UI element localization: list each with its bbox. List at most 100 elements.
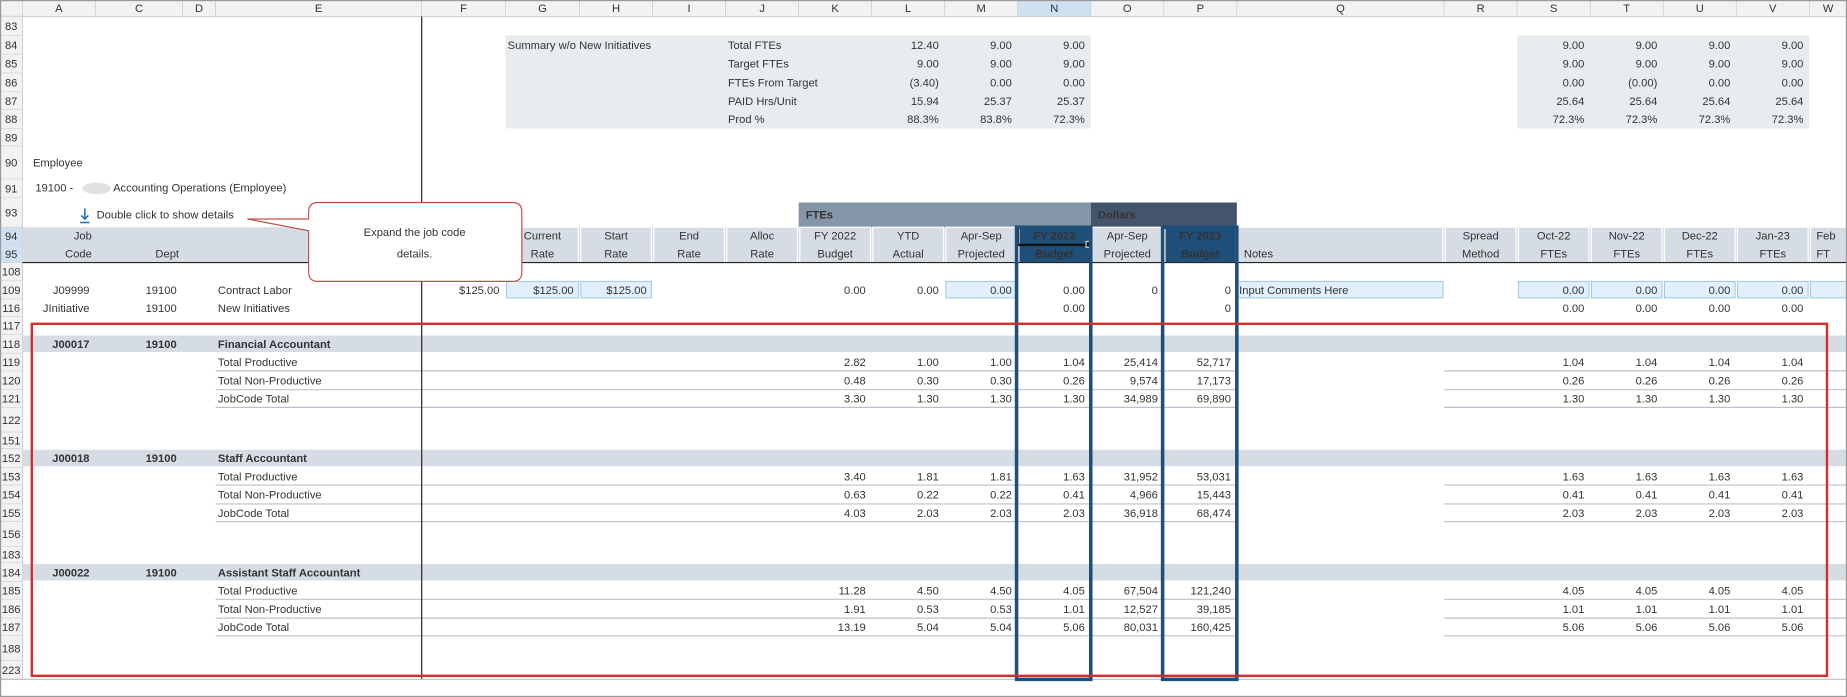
header-text: Method	[1462, 248, 1499, 260]
cell-text: 34,989	[1124, 394, 1158, 406]
cell-text: 72.3%	[1626, 114, 1658, 126]
cell-text: PAID Hrs/Unit	[728, 96, 798, 108]
header-text: Projected	[958, 248, 1005, 260]
cell-text: 9.00	[1709, 59, 1731, 71]
header-text: Nov-22	[1609, 231, 1645, 243]
cell-text: 3.30	[844, 394, 866, 406]
cell-text: 1.81	[917, 471, 939, 483]
details-link: Double click to show details	[97, 209, 235, 221]
cell-text: Assistant Staff Accountant	[218, 567, 361, 579]
cell-text: 1.01	[1563, 604, 1585, 616]
input-cell	[1590, 280, 1663, 299]
header-text: End	[679, 231, 699, 243]
cell-text: 0.00	[1709, 303, 1731, 315]
cell-text: J00017	[52, 339, 89, 351]
row-number: 183	[2, 550, 21, 562]
cell-text: 2.82	[844, 357, 866, 369]
employee-code: 19100 -	[35, 182, 73, 194]
column-letter: H	[612, 3, 620, 15]
cell-text: Total Non-Productive	[218, 375, 322, 387]
row-number: 95	[5, 249, 17, 261]
row-number: 88	[5, 114, 17, 126]
row-number: 156	[2, 529, 21, 541]
cell-text: 2.03	[1636, 508, 1658, 520]
cell-text: 2.03	[1782, 508, 1804, 520]
employee-name: Accounting Operations (Employee)	[113, 182, 287, 194]
cell-text: $125.00	[459, 285, 499, 297]
cell-text: 1.01	[1063, 604, 1085, 616]
column-letter: E	[315, 3, 322, 15]
cell-text: JobCode Total	[218, 508, 289, 520]
column-letter: O	[1123, 3, 1132, 15]
cell-text: 19100	[146, 285, 177, 297]
cell-text: 1.04	[1709, 357, 1731, 369]
cell-text: 5.04	[990, 622, 1012, 634]
cell-text: 9.00	[917, 59, 939, 71]
header-text: Actual	[893, 248, 924, 260]
column-letter: K	[831, 3, 839, 15]
header-text: Rate	[604, 248, 628, 260]
cell-text: 1.04	[1782, 357, 1804, 369]
cell-text: Total Non-Productive	[218, 490, 322, 502]
cell-text: 1.00	[990, 357, 1012, 369]
row-number: 120	[2, 375, 21, 387]
header-text: FY 2022	[814, 231, 856, 243]
cell-text: 9.00	[1709, 40, 1731, 52]
header-text: Budget	[1035, 248, 1074, 260]
cell-text: 15.94	[911, 96, 939, 108]
column-letter: I	[688, 3, 691, 15]
header-text: FY 2023	[1179, 231, 1221, 243]
header-text: Budget	[1181, 248, 1220, 260]
cell-text: 5.06	[1063, 622, 1085, 634]
cell-text: 0.41	[1709, 490, 1731, 502]
cell-text: 1.30	[1563, 394, 1585, 406]
header-cell	[580, 226, 652, 264]
row-number: 185	[2, 586, 21, 598]
cell-text: Input Comments Here	[1239, 285, 1348, 297]
row-number: 187	[2, 622, 21, 634]
cell-text: 68,474	[1197, 508, 1231, 520]
cell-text: 1.81	[990, 471, 1012, 483]
cell-text: 1.04	[1063, 357, 1085, 369]
header-cell	[1164, 226, 1237, 264]
cell-text: Summary w/o New Initiatives	[508, 40, 652, 52]
row-number: 117	[2, 321, 20, 333]
header-text: Rate	[531, 248, 555, 260]
header-text: FT	[1816, 248, 1830, 260]
column-letter: P	[1197, 3, 1204, 15]
column-outline	[1014, 225, 1093, 682]
row-number: 119	[2, 357, 20, 369]
header-text: FTEs	[1686, 248, 1713, 260]
cell-text: 25.64	[1702, 96, 1730, 108]
column-letter: N	[1050, 3, 1058, 15]
cell-text: 0.22	[990, 490, 1012, 502]
cell-text: 0.00	[1636, 303, 1658, 315]
row-number: 116	[2, 303, 20, 315]
cell-text: Target FTEs	[728, 59, 789, 71]
cell-text: 121,240	[1191, 586, 1231, 598]
row-number: 186	[2, 604, 21, 616]
cell-text: Financial Accountant	[218, 339, 331, 351]
cell-text: 88.3%	[907, 114, 939, 126]
cell-text: $125.00	[533, 285, 573, 297]
cell-text: 9.00	[1063, 59, 1085, 71]
cell-text: 0	[1225, 303, 1231, 315]
row-number: 94	[5, 231, 17, 243]
cell-text: J00018	[52, 453, 89, 465]
cell-text: Contract Labor	[218, 285, 292, 297]
cell-text: 25.64	[1629, 96, 1657, 108]
cell-text: 0.26	[1636, 375, 1658, 387]
cell-text: 4.05	[1063, 586, 1085, 598]
cell-text: 4,966	[1130, 490, 1158, 502]
cell-text: 0.00	[1063, 285, 1085, 297]
column-letter: C	[135, 3, 143, 15]
cell-text: 31,952	[1124, 471, 1158, 483]
cell-text: 52,717	[1197, 357, 1231, 369]
header-text: Start	[604, 231, 628, 243]
row-number: 91	[5, 184, 17, 196]
column-letter: T	[1623, 3, 1630, 15]
column-letter: W	[1823, 3, 1834, 15]
cell-text: 0.00	[1782, 303, 1804, 315]
